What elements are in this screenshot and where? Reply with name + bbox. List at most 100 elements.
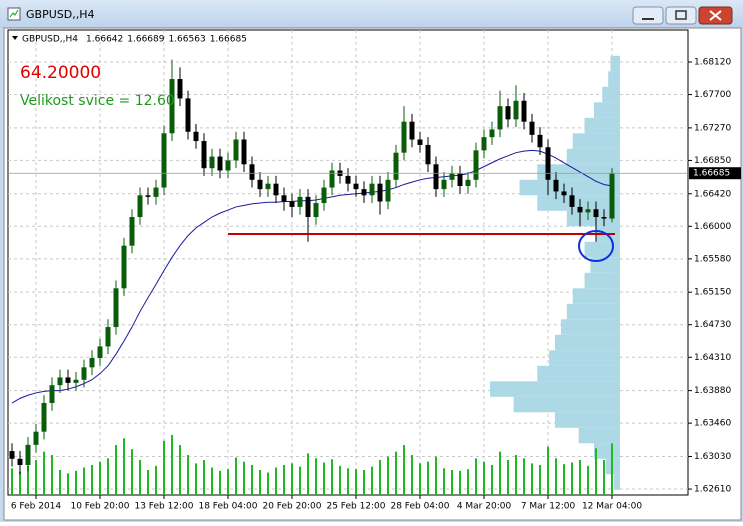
volume-bar [507, 460, 509, 495]
volume-bar [331, 459, 333, 495]
volume-bar [179, 445, 181, 495]
volume-profile-bar [566, 303, 620, 320]
volume-bar [243, 461, 245, 495]
candle-body [537, 134, 543, 148]
candle-body [481, 137, 487, 151]
hand-drawn-circle [578, 230, 614, 262]
candle-body [585, 209, 591, 213]
volume-bar [355, 469, 357, 495]
volume-bar [483, 461, 485, 495]
volume-bar [307, 453, 309, 495]
candle-body [193, 131, 199, 142]
candle-body [425, 144, 431, 165]
header-icon [12, 36, 18, 40]
candle-body [321, 187, 327, 204]
volume-bar [283, 465, 285, 495]
x-tick-label: 10 Feb 20:00 [70, 502, 129, 512]
volume-bar [115, 445, 117, 495]
volume-bar [531, 463, 533, 495]
candle-body [593, 209, 599, 218]
header-value: 1.66689 [127, 35, 164, 45]
candle-body [289, 201, 295, 207]
volume-bar [347, 468, 349, 495]
volume-bar [195, 463, 197, 495]
candle-body [145, 195, 151, 197]
volume-bar [259, 470, 261, 495]
candle-body [497, 106, 503, 130]
volume-bar [275, 467, 277, 495]
candle-body [49, 385, 55, 404]
volume-bar [403, 445, 405, 495]
volume-bar [475, 458, 477, 495]
volume-profile-bar [549, 350, 620, 366]
window-title: GBPUSD,,H4 [26, 8, 94, 21]
minimize-button[interactable] [632, 6, 664, 25]
candle-body [553, 179, 559, 192]
candle-body [81, 367, 87, 380]
volume-bar [571, 462, 573, 495]
volume-profile-bar [490, 381, 620, 397]
maximize-button[interactable] [665, 6, 697, 25]
candle-body [161, 133, 167, 188]
volume-bar [603, 460, 605, 495]
volume-bar [131, 449, 133, 495]
y-tick-label: 1.63030 [694, 452, 731, 462]
candle-body [249, 164, 255, 180]
candle-body [129, 217, 135, 246]
candle-body [361, 189, 367, 196]
candle-body [577, 206, 583, 213]
y-tick-label: 1.62610 [694, 485, 731, 495]
candle-body [25, 444, 31, 466]
candle-body [97, 346, 103, 359]
candle-body [401, 121, 407, 153]
x-tick-label: 4 Mar 20:00 [457, 502, 512, 512]
volume-bar [235, 457, 237, 495]
candle-body [385, 179, 391, 202]
volume-profile-bar [572, 133, 620, 149]
y-tick-label: 1.66420 [694, 189, 731, 199]
moving-average [11, 149, 613, 404]
volume-bar [443, 468, 445, 495]
volume-bar [99, 461, 101, 495]
candle-body [281, 195, 287, 202]
volume-bar [107, 458, 109, 495]
volume-profile-bar [602, 86, 620, 103]
candle-body [377, 183, 383, 202]
candle-body [17, 458, 23, 466]
volume-profile-bar [537, 365, 620, 382]
candle-body [521, 100, 527, 122]
volume-profile-bar [560, 319, 620, 335]
candle-body [353, 183, 359, 190]
volume-bar [203, 460, 205, 495]
volume-profile-bar [519, 179, 620, 196]
y-tick-label: 1.67700 [694, 90, 731, 100]
volume-profile-bar [614, 474, 620, 490]
candle-body [41, 403, 47, 432]
volume-profile-bar [594, 102, 620, 118]
volume-bar [83, 467, 85, 495]
volume-bar [67, 473, 69, 495]
volume-profile-bar [584, 272, 620, 289]
candle-body [449, 173, 455, 180]
candle-body [409, 121, 415, 140]
x-tick-label: 28 Feb 04:00 [390, 502, 449, 512]
volume-bar [339, 465, 341, 495]
candle-body [569, 195, 575, 207]
volume-profile-bar [555, 334, 620, 351]
header-value: 1.66685 [210, 35, 247, 45]
candle-body [9, 451, 15, 459]
candle-body [305, 196, 311, 218]
volume-bar [387, 456, 389, 495]
volume-bar [563, 464, 565, 495]
candle-body [489, 129, 495, 138]
volume-bar [611, 443, 613, 495]
volume-profile-bar [537, 195, 620, 211]
candle-body [513, 100, 519, 120]
candle-body [265, 183, 271, 190]
title-bar [0, 0, 743, 28]
candle-body [465, 179, 471, 187]
volume-bar [19, 471, 21, 495]
candle-body [313, 203, 319, 218]
volume-bar [155, 465, 157, 495]
candle-body [33, 431, 39, 445]
